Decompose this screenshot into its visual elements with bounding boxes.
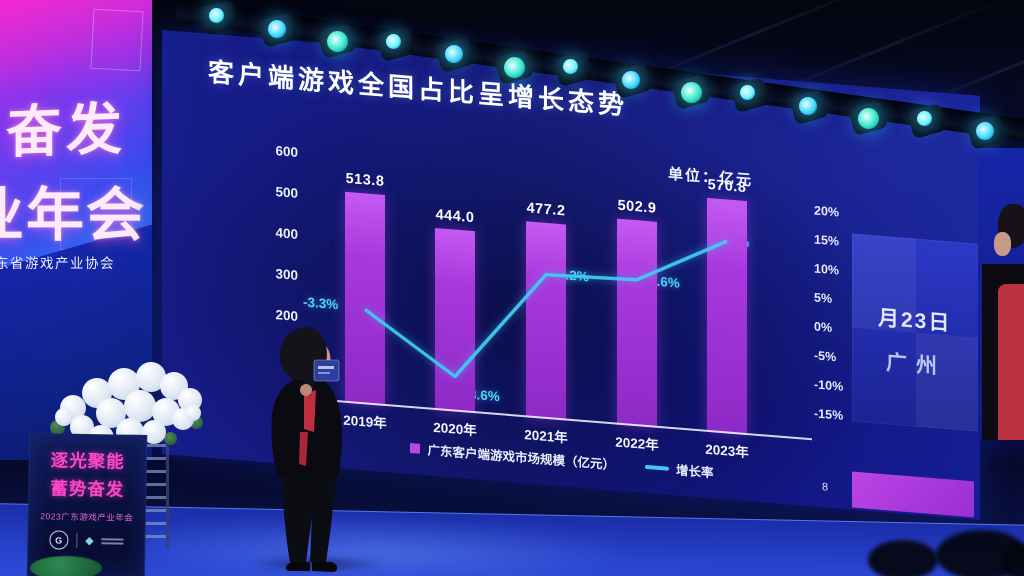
x-axis-label: 2020年 — [433, 419, 477, 439]
city-text: 广州 — [886, 351, 946, 380]
audience-silhouette — [1002, 544, 1024, 576]
legend-item: 增长率 — [645, 457, 714, 482]
presenter — [271, 327, 342, 572]
sign-logo-g-icon: G — [49, 530, 69, 550]
sign-line3: 2023广东游戏产业年会 — [40, 511, 134, 523]
presenter-red-top — [304, 390, 316, 432]
stage-sign: 逐光聚能 蓄势奋发 2023广东游戏产业年会 G ◆ — [26, 432, 148, 576]
stage-light-lens — [445, 45, 463, 64]
left-screen-big-text-1: 奋发 — [6, 96, 126, 165]
video-feed-speaker-face — [994, 232, 1011, 256]
stage-light-lens — [799, 96, 817, 115]
stage-light-lens — [917, 110, 932, 126]
left-led-screen: 奋发 业年会 东省游戏产业协会 — [0, 0, 152, 460]
legend-label: 增长率 — [676, 463, 714, 481]
stage-light-lens — [740, 84, 755, 100]
mic-flag-cube — [313, 359, 340, 382]
left-axis-tick: 600 — [275, 143, 298, 160]
stage-light-lens — [976, 122, 994, 141]
market-size-bar — [707, 197, 747, 436]
stage-light-lens — [681, 82, 702, 104]
stage-light-lens — [209, 8, 224, 23]
side-video-screen — [978, 148, 1024, 440]
bar-value-label: 502.9 — [617, 197, 657, 217]
sign-logo-divider — [76, 532, 78, 548]
date-text: 月23日 — [878, 306, 952, 336]
sign-logos: G ◆ — [28, 530, 144, 551]
right-axis-tick: -15% — [814, 406, 844, 423]
audience-silhouette — [868, 540, 938, 576]
stage-light-lens — [858, 108, 879, 130]
stage-light-lens — [622, 70, 640, 89]
slide-page-number: 8 — [822, 481, 829, 494]
stage-light-lens — [504, 56, 525, 78]
right-axis-tick: 20% — [814, 203, 840, 220]
stage-light-lens — [327, 31, 348, 53]
left-axis-tick: 300 — [275, 266, 298, 283]
market-size-bar — [526, 221, 566, 421]
presenter-hand — [300, 384, 312, 396]
right-axis-tick: 10% — [814, 261, 840, 278]
left-screen-glow — [0, 0, 152, 95]
sign-logo-text-lines — [101, 537, 124, 545]
growth-point-label: -3.3% — [303, 294, 339, 313]
stage-light-lens — [563, 59, 578, 75]
legend-bar-swatch — [410, 442, 421, 454]
stage-light-lens — [386, 33, 401, 49]
presenter-shoe — [312, 562, 338, 572]
left-axis-tick: 500 — [275, 184, 298, 201]
bar-value-label: 477.2 — [526, 200, 566, 220]
mic-flag-mark — [318, 372, 330, 374]
presenter-red-lanyard — [299, 432, 308, 466]
right-axis-tick: -5% — [814, 348, 837, 365]
presenter-shoe — [285, 562, 310, 571]
bar-value-label: 570.8 — [707, 176, 747, 196]
flower — [55, 408, 73, 426]
mic-flag-mark — [318, 366, 334, 369]
video-feed-speaker-red-top — [998, 284, 1024, 440]
left-axis-tick: 400 — [275, 225, 298, 242]
right-axis-tick: -10% — [814, 377, 844, 394]
sign-line1: 逐光聚能 — [50, 450, 125, 472]
flower — [185, 405, 201, 421]
bar-value-label: 444.0 — [435, 206, 475, 227]
left-screen-square-outline — [90, 8, 144, 72]
market-size-bar — [435, 227, 475, 414]
x-axis-label: 2023年 — [705, 441, 749, 461]
date-location-panel: 月23日 广州 — [852, 233, 980, 432]
leaf — [164, 432, 177, 445]
flower — [124, 390, 156, 422]
sign-logo-diamond-icon: ◆ — [85, 534, 94, 548]
legend-label: 广东客户端游戏市场规模（亿元） — [427, 443, 615, 473]
bar-value-label: 513.8 — [345, 171, 385, 191]
stage-light-lens — [268, 19, 286, 38]
x-axis-label: 2021年 — [524, 427, 568, 446]
presenter-trousers — [282, 478, 336, 562]
right-axis-tick: 15% — [814, 232, 840, 249]
sign-line2: 蓄势奋发 — [50, 478, 125, 500]
right-axis-tick: 0% — [814, 319, 833, 335]
left-screen-org-text: 东省游戏产业协会 — [0, 256, 115, 271]
legend-line-swatch — [645, 464, 669, 471]
green-plant — [30, 556, 102, 576]
right-axis-tick: 5% — [814, 290, 833, 306]
x-axis-label: 2022年 — [615, 434, 659, 453]
panel-checker-square — [916, 332, 980, 432]
left-screen-big-text-2: 业年会 — [0, 183, 147, 248]
market-size-bar — [617, 218, 657, 428]
